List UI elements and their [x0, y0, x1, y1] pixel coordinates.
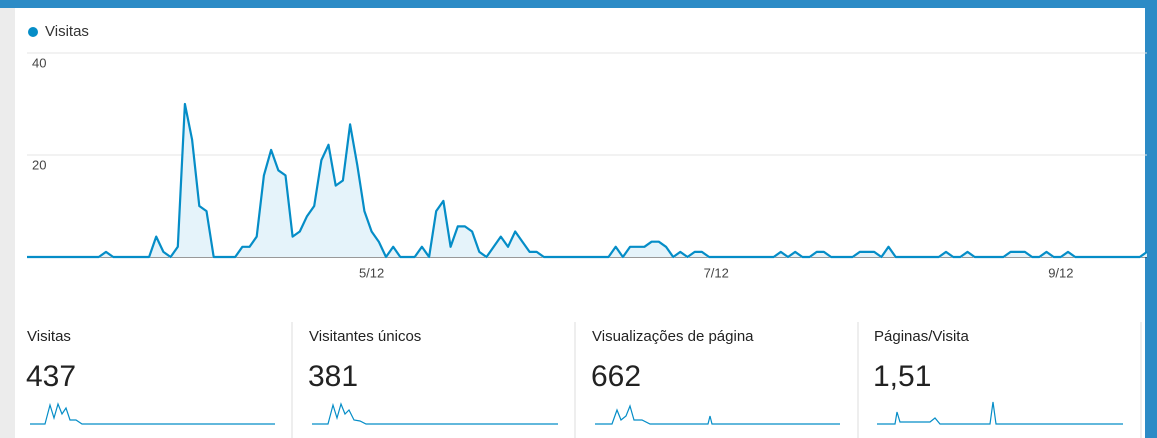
metric-label: Páginas/Visita	[874, 328, 969, 345]
x-tick-label: 5/12	[359, 265, 384, 280]
metric-label: Visitantes únicos	[309, 328, 421, 345]
metric-label: Visitas	[27, 328, 71, 345]
metric-value: 1,51	[873, 360, 931, 393]
sparkline	[312, 402, 558, 425]
separators	[291, 322, 1142, 438]
area	[27, 104, 1147, 257]
line	[27, 102, 1148, 259]
legend-label: Visitas	[45, 23, 89, 40]
y-tick-label: 40	[32, 55, 46, 70]
sparklines	[30, 401, 1123, 425]
metric-value: 662	[591, 360, 641, 393]
side-strip	[0, 8, 15, 438]
sparkline	[595, 404, 840, 425]
y-tick-label: 20	[32, 157, 46, 172]
metric-label: Visualizações de página	[592, 328, 754, 345]
sparkline	[877, 401, 1123, 425]
x-tick-label: 9/12	[1048, 265, 1073, 280]
sparkline	[30, 402, 275, 425]
legend-dot	[28, 27, 38, 37]
metric-value: 381	[308, 360, 358, 393]
x-tick-label: 7/12	[704, 265, 729, 280]
metric-value: 437	[26, 360, 76, 393]
